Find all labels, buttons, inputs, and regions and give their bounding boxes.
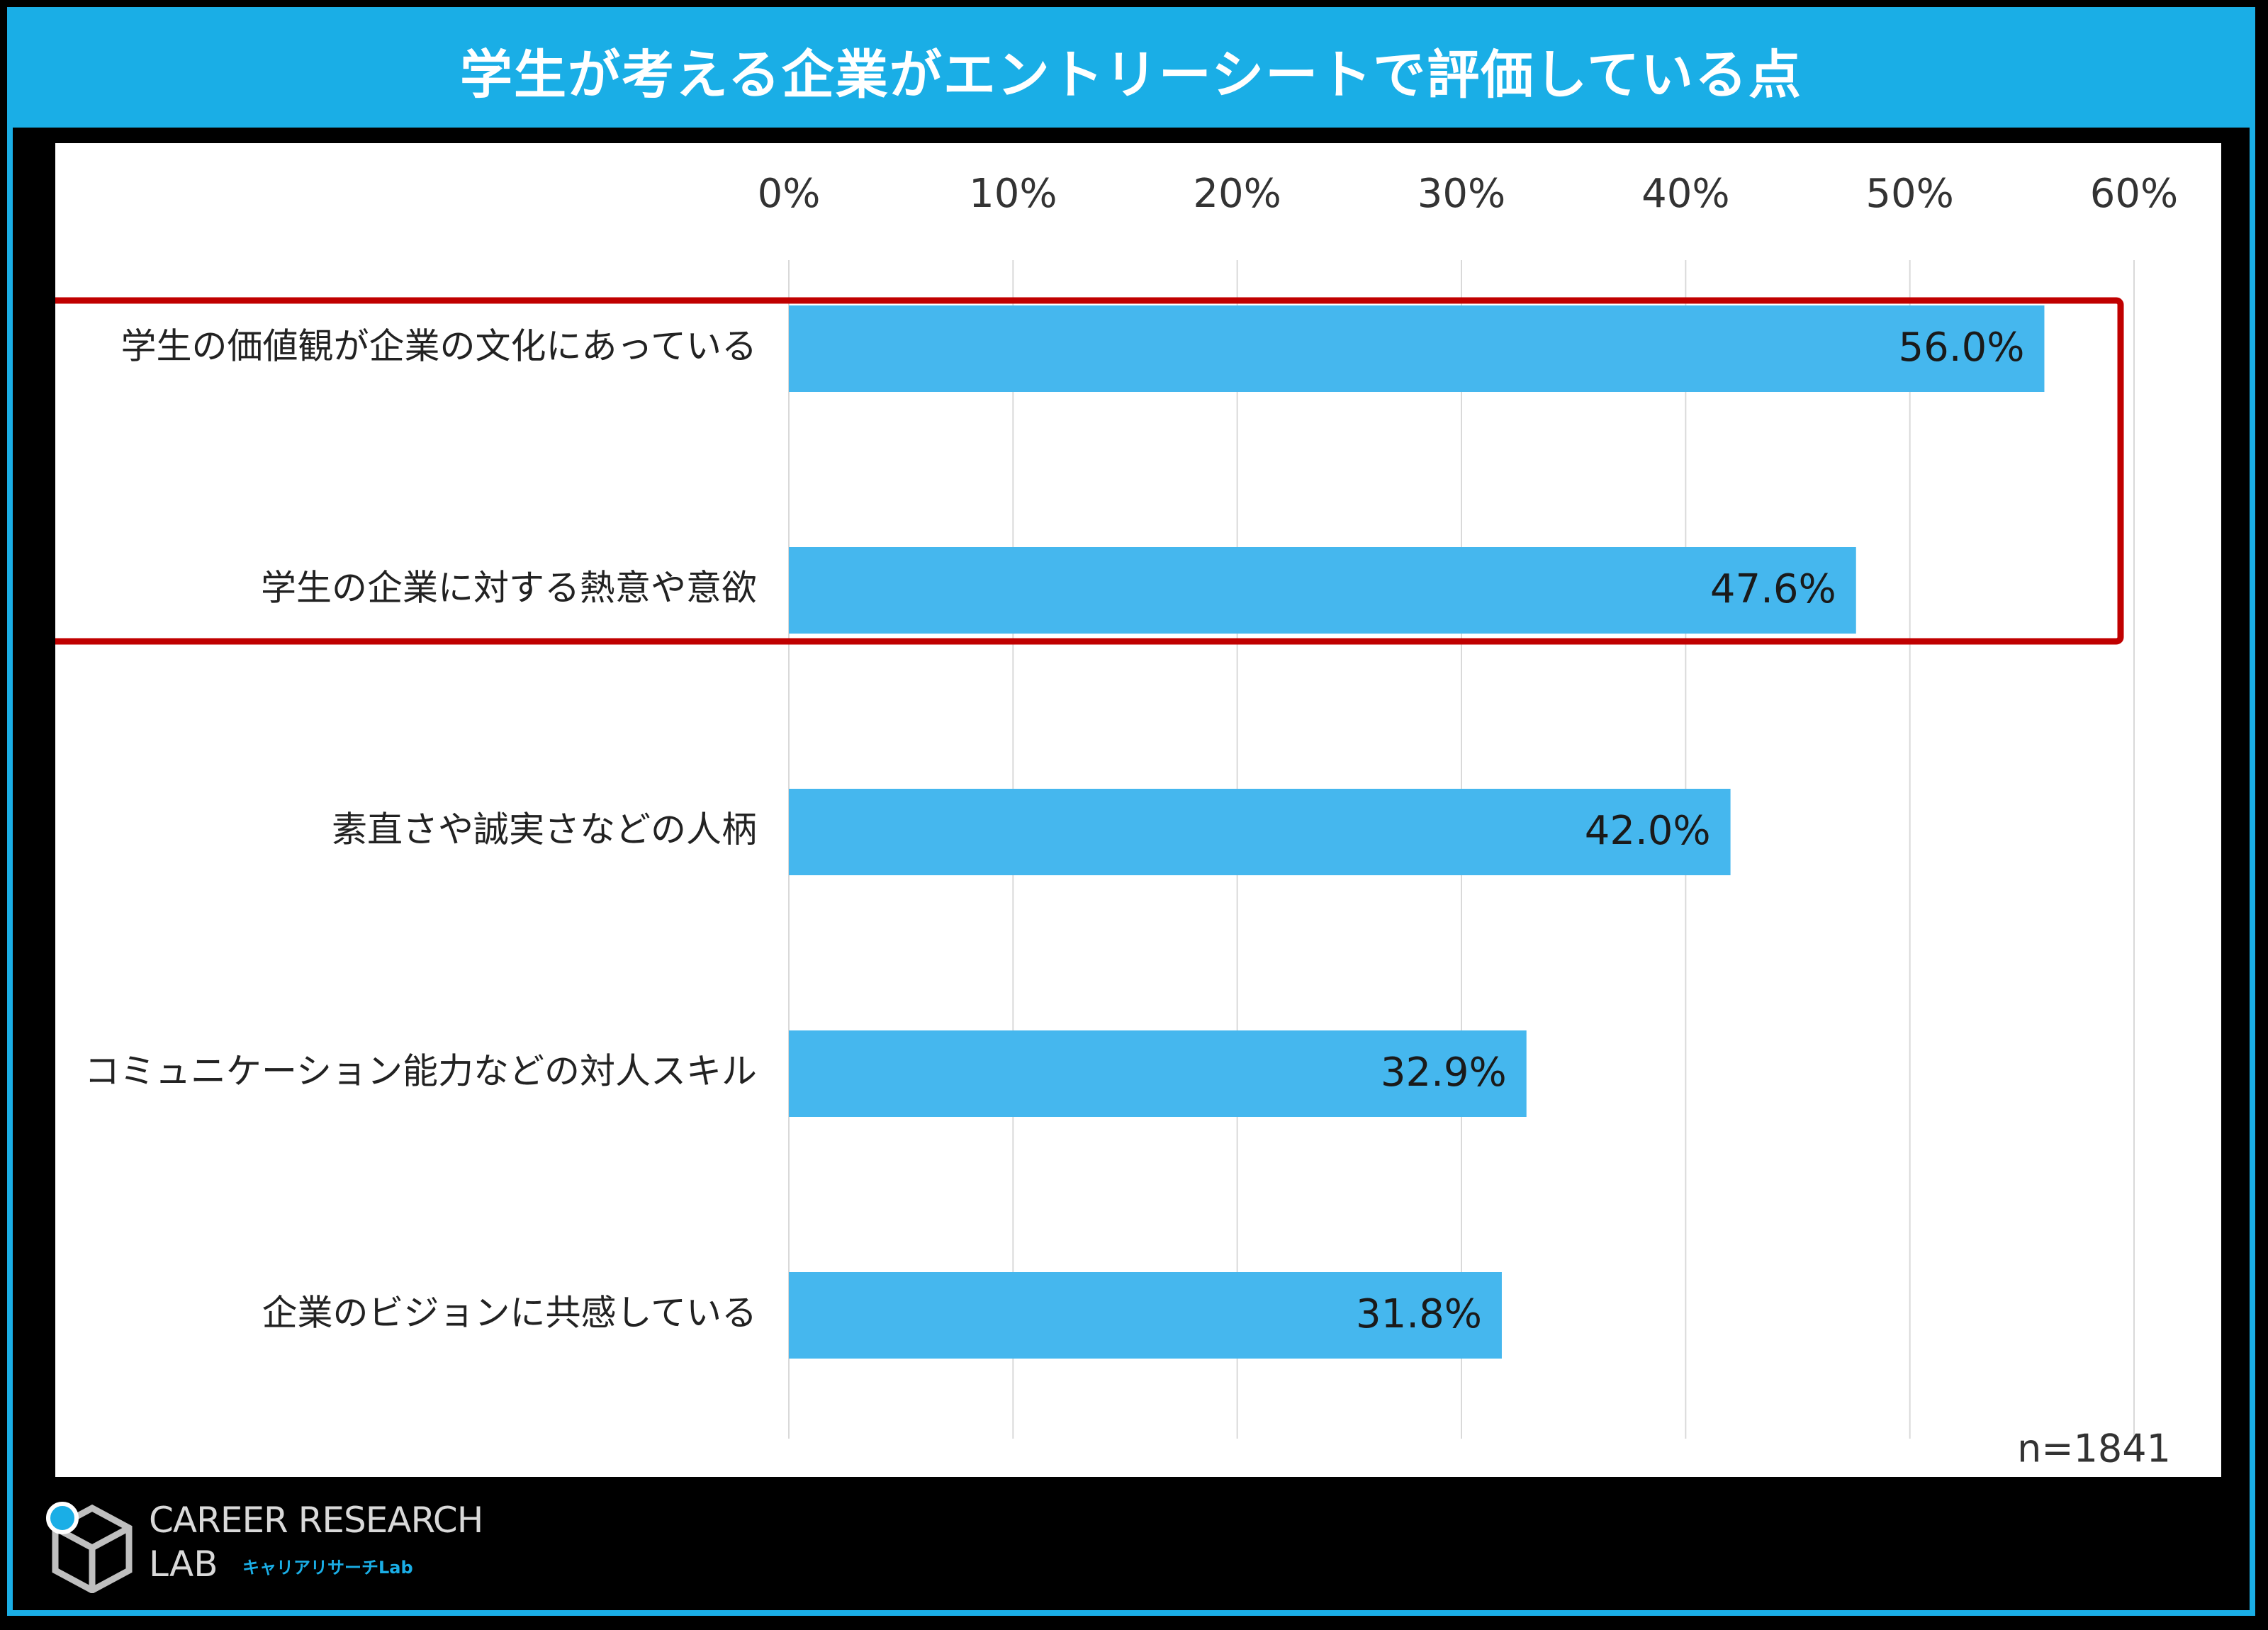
x-tick-label: 30% bbox=[1418, 171, 1505, 217]
x-tick-label: 0% bbox=[758, 171, 821, 217]
logo-sub-text: LAB bbox=[149, 1544, 218, 1585]
category-label: 学生の価値観が企業の文化にあっている bbox=[121, 326, 758, 367]
bar bbox=[789, 1030, 1527, 1117]
bar bbox=[789, 1272, 1502, 1359]
logo-main-text: CAREER RESEARCH bbox=[149, 1500, 483, 1541]
bar bbox=[789, 789, 1731, 875]
bar bbox=[789, 547, 1856, 634]
x-tick-label: 10% bbox=[969, 171, 1057, 217]
chart-panel: 0% 10% 20% 30% 40% 50% 60% 学生の価値観が企業の文化にあっている 56… bbox=[55, 143, 2221, 1477]
category-label: 素直さや誠実さなどの人柄 bbox=[332, 809, 757, 850]
category-label: コミュニケーション能力などの対人スキル bbox=[84, 1051, 757, 1092]
x-tick-label: 40% bbox=[1641, 171, 1729, 217]
x-tick-label: 50% bbox=[1865, 171, 1953, 217]
career-research-lab-logo: CAREER RESEARCH LAB キャリアリサーチLab bbox=[43, 1487, 539, 1593]
bar bbox=[789, 305, 2045, 392]
chart-title: 学生が考える企業がエントリーシートで評価している点 bbox=[459, 44, 1803, 106]
category-label: 学生の企業に対する熱意や意欲 bbox=[261, 568, 757, 609]
value-label: 42.0% bbox=[1585, 808, 1711, 854]
sample-size-note: n=1841 bbox=[2017, 1427, 2171, 1471]
value-label: 32.9% bbox=[1381, 1050, 1507, 1096]
value-label: 56.0% bbox=[1899, 325, 2025, 371]
value-label: 31.8% bbox=[1356, 1291, 1482, 1337]
category-label: 企業のビジョンに共感している bbox=[262, 1293, 758, 1334]
x-tick-label: 20% bbox=[1193, 171, 1281, 217]
value-label: 47.6% bbox=[1710, 566, 1836, 612]
x-tick-label: 60% bbox=[2090, 171, 2178, 217]
cube-magnifier-icon bbox=[46, 1502, 133, 1593]
logo-kana-text: キャリアリサーチLab bbox=[242, 1558, 413, 1578]
bar-chart: 0% 10% 20% 30% 40% 50% 60% 学生の価値観が企業の文化にあっている 56… bbox=[55, 171, 2178, 1471]
highlight-box bbox=[55, 297, 2124, 645]
title-bar: 学生が考える企業がエントリーシートで評価している点 bbox=[13, 13, 2250, 128]
